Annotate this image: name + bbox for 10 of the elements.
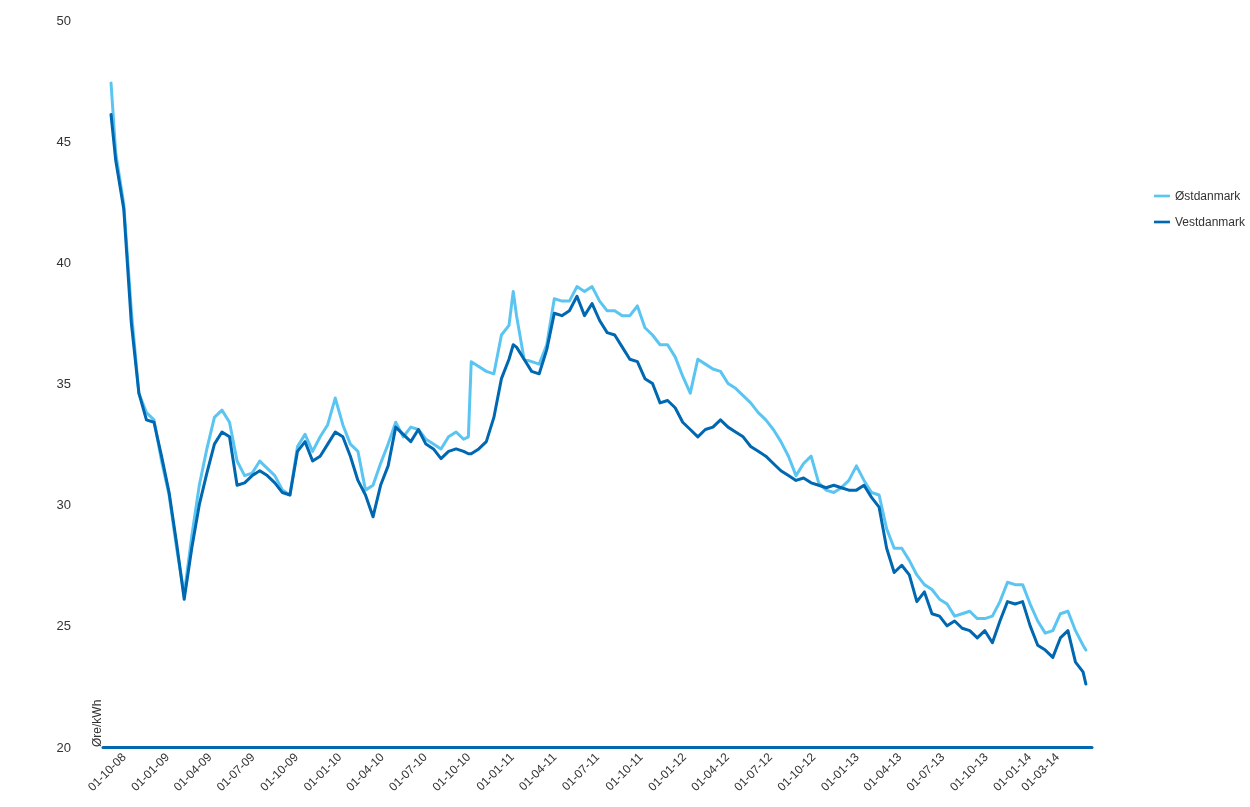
y-tick-label: 45 [56,133,71,149]
y-tick-label: 30 [56,497,71,513]
y-axis-title: Øre/kWh [90,699,104,747]
y-tick-label: 50 [56,12,71,28]
y-tick-label: 25 [56,618,71,634]
legend-label: Østdanmark [1174,189,1242,203]
y-tick-label: 40 [56,254,71,270]
legend-label: Vestdanmark [1174,215,1246,229]
y-tick-label: 35 [56,376,71,391]
y-tick-label: 20 [56,739,71,755]
